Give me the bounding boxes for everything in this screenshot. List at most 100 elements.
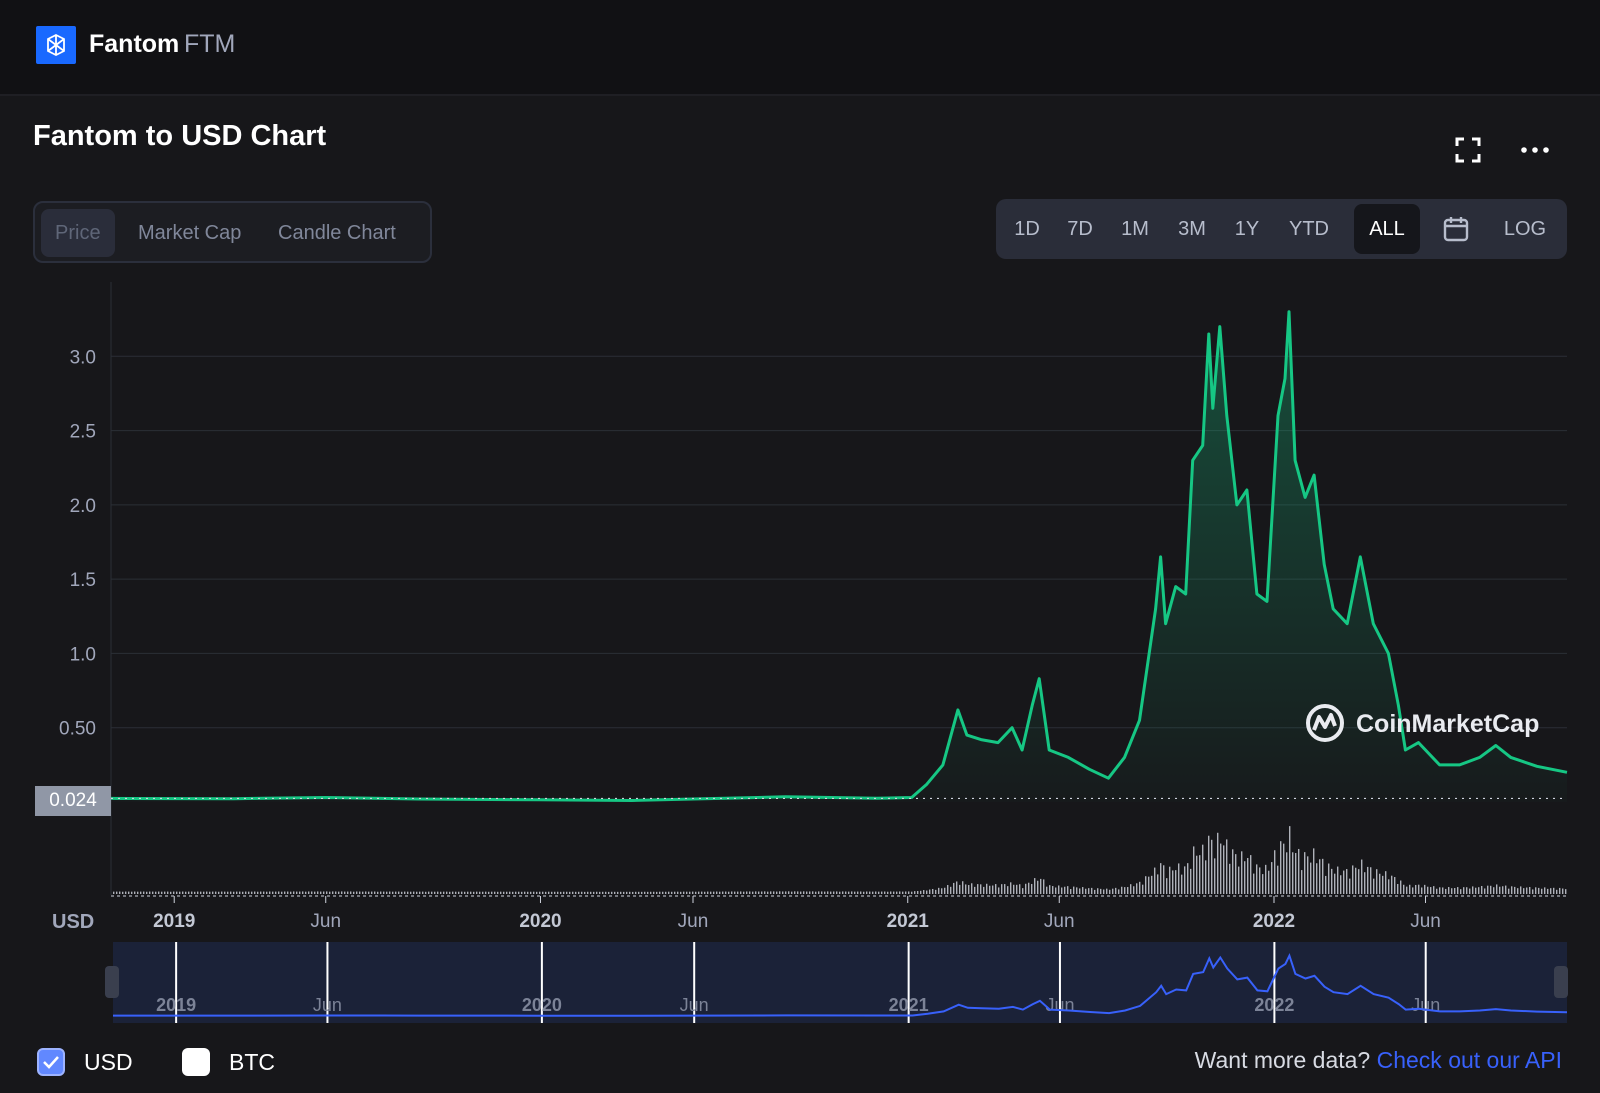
volume-bar (1010, 882, 1012, 894)
volume-bar (1118, 889, 1120, 894)
volume-bar (290, 891, 292, 894)
volume-bar (1079, 888, 1081, 894)
btc-legend-label: BTC (229, 1049, 275, 1075)
volume-bar (926, 890, 928, 894)
volume-bar (1418, 884, 1420, 894)
volume-bar (1553, 887, 1555, 894)
navigator-right-handle[interactable] (1554, 966, 1568, 998)
tab-market-cap[interactable]: Market Cap (138, 222, 242, 244)
volume-bar (332, 891, 334, 894)
volume-bar (662, 891, 664, 894)
more-options-icon[interactable] (1517, 132, 1553, 168)
range-1y-button[interactable]: 1Y (1234, 218, 1260, 240)
volume-bar (1289, 826, 1291, 894)
volume-bar (1178, 863, 1180, 894)
volume-bar (404, 891, 406, 894)
volume-bar (644, 891, 646, 894)
volume-bar (155, 891, 157, 894)
navigator-left-handle[interactable] (105, 966, 119, 998)
volume-bar (356, 891, 358, 894)
volume-bar (128, 891, 130, 894)
volume-bar (971, 883, 973, 894)
header-bar: Fantom FTM (0, 0, 1600, 96)
calendar-icon[interactable] (1428, 204, 1484, 254)
volume-bar (434, 891, 436, 894)
volume-bar (860, 891, 862, 894)
volume-bar (416, 891, 418, 894)
volume-bar (431, 891, 433, 894)
volume-bar (383, 891, 385, 894)
volume-bar (401, 891, 403, 894)
volume-bar (854, 891, 856, 894)
range-ytd-button[interactable]: YTD (1289, 218, 1329, 240)
volume-bar (1064, 886, 1066, 894)
volume-bar (563, 891, 565, 894)
volume-bar (1463, 887, 1465, 894)
volume-bar (1478, 887, 1480, 894)
volume-bar (686, 891, 688, 894)
usd-checkbox[interactable] (37, 1048, 65, 1076)
volume-bar (350, 891, 352, 894)
volume-bar (863, 891, 865, 894)
btc-checkbox[interactable] (182, 1048, 210, 1076)
volume-bar (1145, 876, 1147, 894)
api-link[interactable]: Check out our API (1376, 1047, 1562, 1073)
range-3m-button[interactable]: 3M (1178, 218, 1206, 240)
volume-bar (1223, 845, 1225, 894)
volume-bar (482, 891, 484, 894)
tab-candle-chart[interactable]: Candle Chart (278, 222, 396, 244)
volume-bar (452, 891, 454, 894)
log-scale-button[interactable]: LOG (1503, 218, 1547, 240)
volume-bar (1514, 886, 1516, 894)
volume-bar (287, 891, 289, 894)
volume-bar (614, 891, 616, 894)
volume-bar (386, 891, 388, 894)
volume-bar (1268, 870, 1270, 894)
volume-bar (317, 891, 319, 894)
volume-bar (1199, 855, 1201, 894)
volume-bar (545, 891, 547, 894)
volume-bar (647, 891, 649, 894)
volume-bar (491, 891, 493, 894)
tab-price[interactable]: Price (41, 209, 115, 257)
volume-bar (1286, 852, 1288, 894)
volume-bar (1055, 887, 1057, 894)
volume-bar (536, 891, 538, 894)
volume-bar (413, 891, 415, 894)
volume-bar (1442, 887, 1444, 894)
volume-bar (1151, 875, 1153, 894)
volume-bar (707, 891, 709, 894)
volume-bar (656, 891, 658, 894)
volume-bar (1436, 888, 1438, 894)
usd-legend-label: USD (84, 1049, 133, 1075)
y-tick-label: 3.0 (70, 347, 96, 368)
volume-bar (938, 887, 940, 894)
volume-bar (764, 891, 766, 894)
range-all-button[interactable]: ALL (1354, 204, 1420, 254)
volume-bar (560, 891, 562, 894)
volume-bar (1157, 874, 1159, 894)
volume-bar (365, 891, 367, 894)
volume-bar (179, 891, 181, 894)
volume-bar (743, 891, 745, 894)
volume-bar (1550, 888, 1552, 894)
volume-bar (992, 885, 994, 894)
range-1m-button[interactable]: 1M (1121, 218, 1149, 240)
volume-bar (959, 884, 961, 894)
range-7d-button[interactable]: 7D (1067, 218, 1093, 240)
fullscreen-icon[interactable] (1450, 132, 1486, 168)
volume-bar (437, 891, 439, 894)
volume-bar (1313, 848, 1315, 894)
volume-bar (1256, 864, 1258, 894)
volume-bar (713, 891, 715, 894)
volume-bar (158, 891, 160, 894)
navigator[interactable] (113, 942, 1567, 1023)
volume-bar (716, 891, 718, 894)
range-1d-button[interactable]: 1D (1014, 218, 1040, 240)
volume-bar (1208, 835, 1210, 894)
volume-bar (500, 891, 502, 894)
volume-bar (1508, 888, 1510, 894)
volume-bar (254, 891, 256, 894)
navigator-tick-label: Jun (1045, 995, 1074, 1015)
volume-bar (755, 891, 757, 894)
